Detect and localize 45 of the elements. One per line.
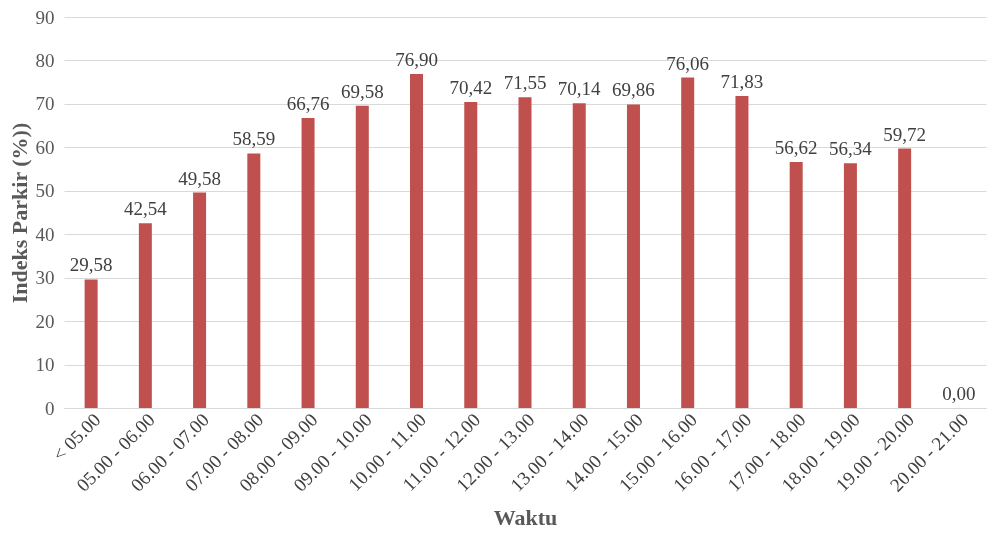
bar (247, 153, 261, 408)
data-label: 49,58 (178, 167, 221, 189)
x-axis-title: Waktu (493, 504, 558, 530)
data-label: 71,55 (503, 72, 547, 94)
data-label: 29,58 (69, 254, 113, 276)
bar (735, 95, 749, 408)
bar (138, 223, 152, 408)
bar (843, 163, 857, 408)
data-label: 56,62 (774, 137, 818, 159)
y-tick-label: 70 (35, 93, 55, 115)
data-label: 42,54 (123, 198, 168, 220)
data-label: 56,34 (829, 138, 873, 160)
y-tick-label: 50 (35, 180, 55, 202)
y-tick-label: 30 (35, 267, 55, 289)
data-label: 69,58 (340, 80, 384, 102)
data-label: 70,42 (449, 77, 493, 99)
y-tick-label: 90 (35, 6, 55, 28)
bar (681, 77, 695, 408)
bar (193, 192, 207, 408)
y-tick-label: 0 (45, 397, 55, 419)
y-tick-label: 40 (35, 223, 55, 245)
bar (789, 162, 803, 408)
bar (626, 104, 640, 408)
bar (301, 117, 315, 408)
bar (898, 148, 912, 408)
data-label: 58,59 (232, 128, 276, 150)
data-label: 66,76 (286, 92, 330, 114)
y-tick-label: 20 (35, 310, 55, 332)
y-tick-label: 10 (35, 354, 55, 376)
bar (84, 279, 98, 408)
y-axis-title: Indeks Parkir (%)) (6, 122, 32, 304)
data-label: 69,86 (612, 79, 655, 101)
y-tick-label: 60 (35, 136, 55, 158)
data-label: 59,72 (883, 123, 927, 145)
data-label: 71,83 (720, 70, 764, 92)
data-label: 76,90 (395, 48, 438, 70)
bar (464, 102, 478, 408)
bar (410, 73, 424, 408)
bar (518, 97, 532, 408)
y-tick-label: 80 (35, 49, 55, 71)
data-label: 0,00 (942, 383, 976, 404)
data-label: 70,14 (557, 78, 602, 100)
bar (572, 103, 586, 408)
data-label: 76,06 (666, 52, 710, 74)
bar (355, 105, 369, 408)
